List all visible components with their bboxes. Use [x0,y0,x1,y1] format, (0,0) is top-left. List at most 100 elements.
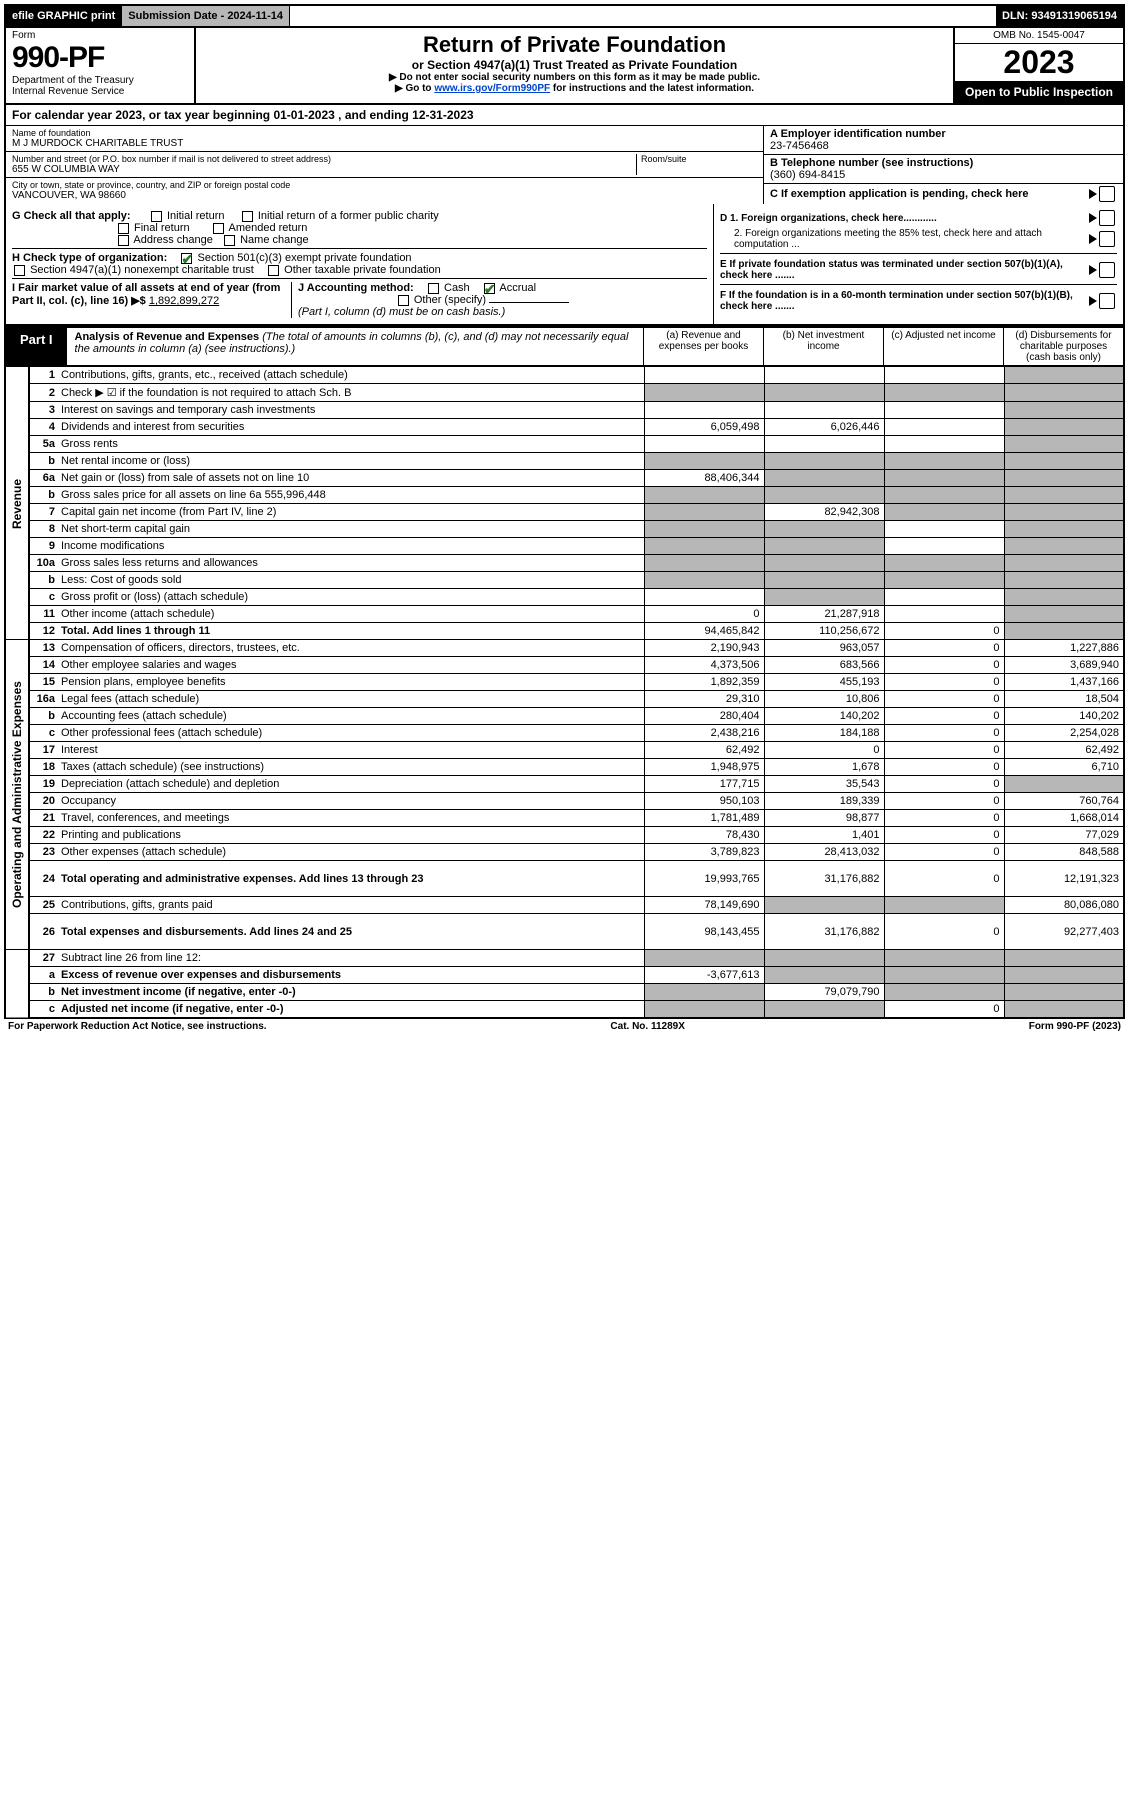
amended-return-checkbox[interactable] [213,223,224,234]
other-method-checkbox[interactable] [398,295,409,306]
line-number: 24 [29,861,57,897]
value-cell-c: 0 [884,725,1004,742]
table-row: 3Interest on savings and temporary cash … [5,402,1124,419]
line-number: 17 [29,742,57,759]
header-left: Form 990-PF Department of the Treasury I… [6,28,196,103]
value-cell-d [1004,521,1124,538]
d1-row: D 1. Foreign organizations, check here..… [720,210,1117,226]
value-cell-a [644,555,764,572]
d1-label: D 1. Foreign organizations, check here..… [720,213,1089,224]
value-cell-c [884,487,1004,504]
h-opt2: Section 4947(a)(1) nonexempt charitable … [30,264,254,276]
value-cell-c [884,555,1004,572]
value-cell-c [884,521,1004,538]
value-cell-c [884,384,1004,402]
room-label: Room/suite [641,154,757,164]
e-checkbox[interactable] [1099,262,1115,278]
table-row: 11Other income (attach schedule)021,287,… [5,606,1124,623]
f-checkbox[interactable] [1099,293,1115,309]
line-number: 2 [29,384,57,402]
initial-return-checkbox[interactable] [151,211,162,222]
final-return-checkbox[interactable] [118,223,129,234]
table-row: 20Occupancy950,103189,3390760,764 [5,793,1124,810]
table-row: 21Travel, conferences, and meetings1,781… [5,810,1124,827]
value-cell-b [764,572,884,589]
value-cell-c [884,984,1004,1001]
footer-mid: Cat. No. 11289X [610,1021,684,1032]
table-row: aExcess of revenue over expenses and dis… [5,967,1124,984]
value-cell-c: 0 [884,759,1004,776]
501c3-checkbox[interactable] [181,253,192,264]
d1-checkbox[interactable] [1099,210,1115,226]
table-row: 12Total. Add lines 1 through 1194,465,84… [5,623,1124,640]
value-cell-c: 0 [884,691,1004,708]
value-cell-c: 0 [884,844,1004,861]
value-cell-b [764,950,884,967]
exemption-checkbox[interactable] [1099,186,1115,202]
value-cell-d: 12,191,323 [1004,861,1124,897]
value-cell-d [1004,470,1124,487]
initial-former-checkbox[interactable] [242,211,253,222]
g-opt-2: Final return [134,222,190,234]
phone-value: (360) 694-8415 [770,169,1117,181]
line-number: b [29,453,57,470]
value-cell-c: 0 [884,793,1004,810]
value-cell-c: 0 [884,827,1004,844]
cash-checkbox[interactable] [428,283,439,294]
line-number: 4 [29,419,57,436]
table-row: 14Other employee salaries and wages4,373… [5,657,1124,674]
efile-label: efile GRAPHIC print [6,6,122,26]
value-cell-a [644,538,764,555]
value-cell-a [644,402,764,419]
name-change-checkbox[interactable] [224,235,235,246]
line-number: 21 [29,810,57,827]
f-label: F If the foundation is in a 60-month ter… [720,290,1089,312]
line-description: Net short-term capital gain [57,521,644,538]
value-cell-d [1004,1001,1124,1019]
value-cell-d [1004,950,1124,967]
value-cell-a: 280,404 [644,708,764,725]
value-cell-d [1004,606,1124,623]
value-cell-d: 62,492 [1004,742,1124,759]
line-description: Subtract line 26 from line 12: [57,950,644,967]
value-cell-c [884,572,1004,589]
value-cell-d [1004,623,1124,640]
ein-label: A Employer identification number [770,128,1117,140]
table-row: Operating and Administrative Expenses13C… [5,640,1124,657]
phone-row: B Telephone number (see instructions) (3… [764,155,1123,184]
form-number: 990-PF [12,41,188,75]
value-cell-a: 3,789,823 [644,844,764,861]
line-number: 26 [29,914,57,950]
line-description: Contributions, gifts, grants, etc., rece… [57,367,644,384]
arrow-icon [1089,234,1097,244]
line-number: 22 [29,827,57,844]
accrual-checkbox[interactable] [484,283,495,294]
id-left: Name of foundation M J MURDOCK CHARITABL… [6,126,763,204]
value-cell-b [764,967,884,984]
line-description: Net gain or (loss) from sale of assets n… [57,470,644,487]
value-cell-b [764,521,884,538]
ein-row: A Employer identification number 23-7456… [764,126,1123,155]
value-cell-a [644,487,764,504]
street-value: 655 W COLUMBIA WAY [12,164,632,175]
phone-label: B Telephone number (see instructions) [770,157,1117,169]
4947-checkbox[interactable] [14,265,25,276]
address-change-checkbox[interactable] [118,235,129,246]
value-cell-d [1004,384,1124,402]
other-taxable-checkbox[interactable] [268,265,279,276]
arrow-icon [1089,189,1097,199]
g-opt-4: Address change [133,234,213,246]
line-number: 5a [29,436,57,453]
value-cell-b [764,589,884,606]
value-cell-a: 6,059,498 [644,419,764,436]
irs-link[interactable]: www.irs.gov/Form990PF [434,83,550,94]
line-description: Less: Cost of goods sold [57,572,644,589]
arrow-icon [1089,296,1097,306]
value-cell-c: 0 [884,776,1004,793]
line-number: 16a [29,691,57,708]
table-row: 8Net short-term capital gain [5,521,1124,538]
line-description: Travel, conferences, and meetings [57,810,644,827]
d2-checkbox[interactable] [1099,231,1115,247]
check-left: G Check all that apply: Initial return I… [6,204,713,324]
value-cell-b: 1,678 [764,759,884,776]
